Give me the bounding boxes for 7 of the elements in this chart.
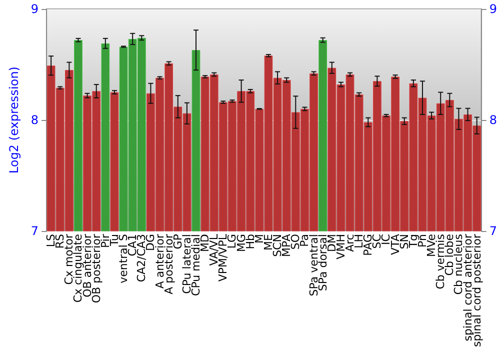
y-tick-label: 8 [30,113,39,128]
y2-tick-label: 7 [489,224,498,238]
y2-tick-label: 9 [489,2,498,16]
y-tick-label: 7 [30,224,39,238]
y-axis-title: Log2 (expression) [7,66,21,174]
y2-tick-label: 8 [489,113,498,128]
y-tick-label: 9 [30,2,39,16]
